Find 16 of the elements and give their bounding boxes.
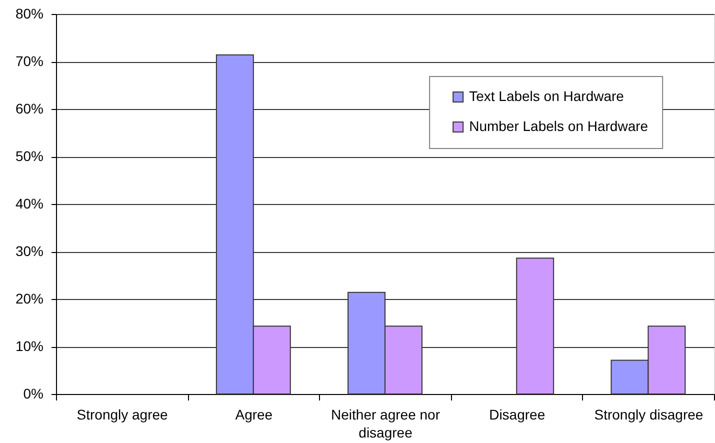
y-tick-label: 50%: [15, 148, 44, 164]
x-tick-label: Strongly agree: [76, 406, 168, 422]
legend-label: Number Labels on Hardware: [469, 118, 648, 134]
x-tick-label: Strongly disagree: [594, 406, 704, 422]
y-tick-label: 60%: [15, 100, 44, 116]
x-tick-label: Disagree: [489, 406, 546, 422]
y-tick-label: 80%: [15, 6, 44, 22]
y-tick-label: 40%: [15, 196, 44, 212]
x-tick-label: Agree: [235, 406, 273, 422]
y-tick-label: 10%: [15, 338, 44, 354]
y-tick-label: 0%: [23, 386, 44, 402]
x-tick-label: Neither agree nor disagree: [331, 406, 440, 440]
y-tick-label: 30%: [15, 243, 44, 259]
legend-label: Text Labels on Hardware: [469, 88, 624, 104]
y-tick-label: 20%: [15, 290, 44, 306]
y-tick-label: 70%: [15, 53, 44, 69]
